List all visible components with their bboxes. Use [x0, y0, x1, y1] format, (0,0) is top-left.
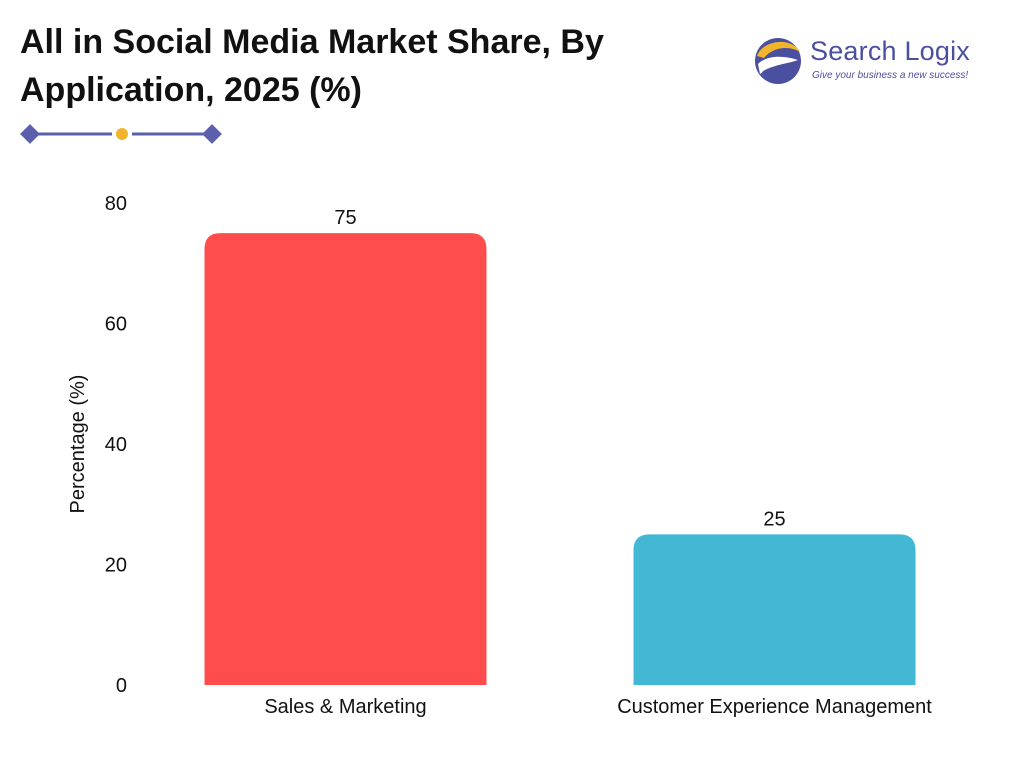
search-logix-logo-icon [755, 38, 801, 84]
y-axis-label: Percentage (%) [67, 375, 89, 514]
y-tick-label: 0 [116, 675, 127, 697]
brand-logo: Search Logix Give your business a new su… [752, 34, 1012, 94]
chart-title: All in Social Media Market Share, By App… [20, 18, 720, 114]
chart-title-line-1: All in Social Media Market Share, By [20, 23, 604, 61]
bar-1 [204, 233, 487, 685]
bar-2 [633, 534, 916, 685]
chart-title-line-2: Application, 2025 (%) [20, 71, 362, 109]
y-tick-label: 60 [105, 314, 127, 336]
divider-dot [116, 128, 128, 140]
brand-name: Search Logix [810, 36, 970, 66]
y-tick-label: 20 [105, 555, 127, 577]
bar-value-label: 25 [763, 508, 785, 530]
y-tick-label: 40 [105, 434, 127, 456]
title-divider [20, 124, 222, 144]
x-tick-label: Sales & Marketing [264, 696, 426, 718]
y-tick-label: 80 [105, 193, 127, 215]
brand-tagline: Give your business a new success! [812, 70, 969, 81]
x-tick-label: Customer Experience Management [617, 696, 932, 718]
bar-value-label: 75 [334, 207, 356, 229]
